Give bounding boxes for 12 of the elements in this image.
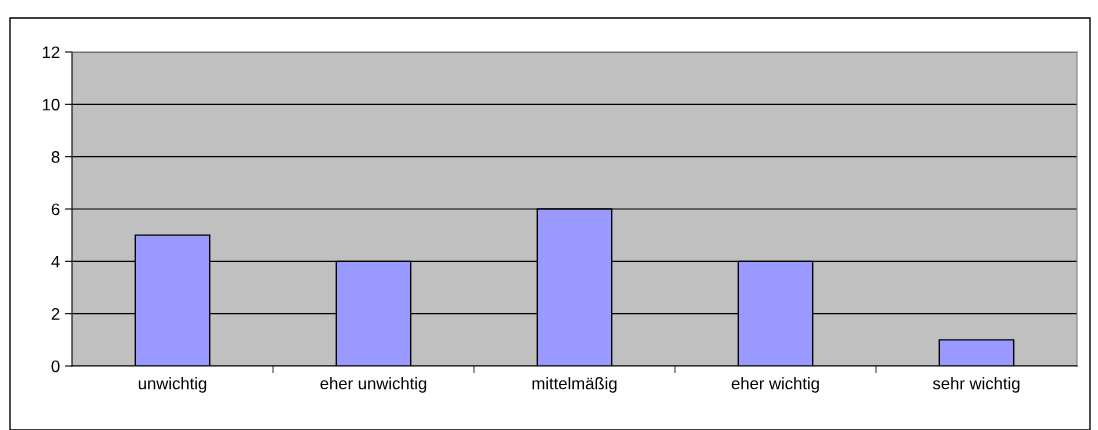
x-tick-label: unwichtig bbox=[138, 377, 207, 393]
y-tick-label: 4 bbox=[51, 255, 60, 268]
y-tick-label: 0 bbox=[51, 360, 60, 373]
x-tick-label: mittelmäßig bbox=[532, 377, 617, 393]
y-tick-label: 6 bbox=[51, 203, 60, 216]
y-tick-label: 12 bbox=[42, 46, 60, 59]
x-tick-label: sehr wichtig bbox=[932, 377, 1020, 393]
y-tick-label: 2 bbox=[51, 308, 60, 320]
x-tick-label: eher wichtig bbox=[731, 377, 819, 393]
x-tick-label: eher unwichtig bbox=[320, 377, 427, 393]
y-tick-label: 10 bbox=[42, 98, 60, 111]
y-tick-label: 8 bbox=[51, 151, 60, 163]
